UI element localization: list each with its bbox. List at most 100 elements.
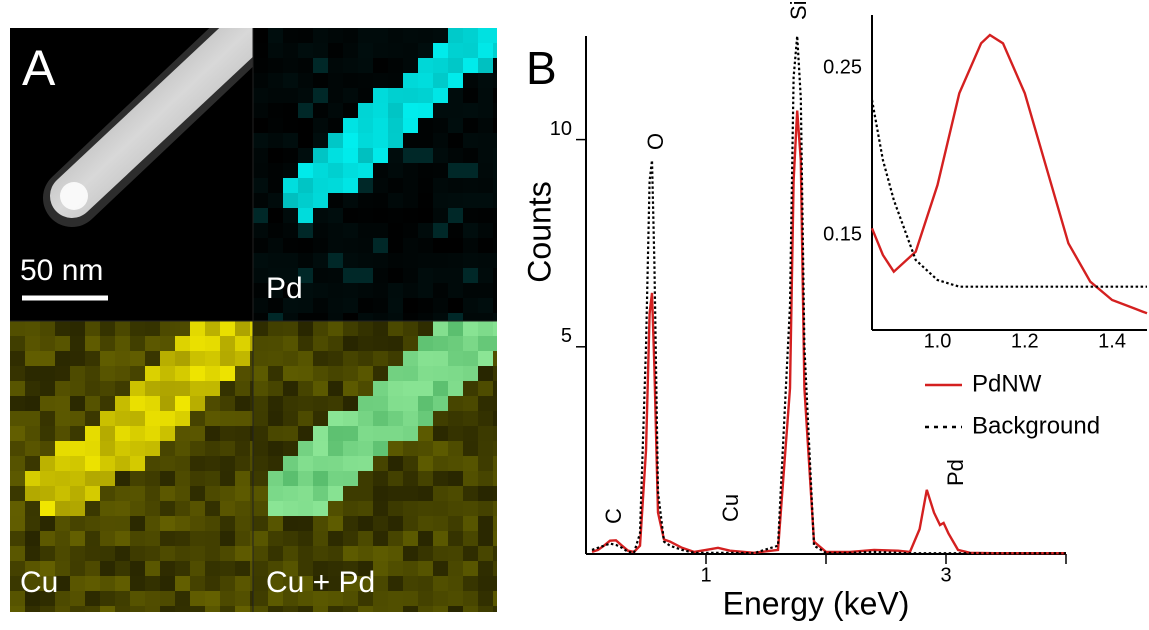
pixel bbox=[493, 381, 497, 397]
pixel bbox=[25, 411, 41, 427]
pixel bbox=[448, 426, 464, 442]
pixel bbox=[373, 366, 389, 382]
pixel bbox=[250, 456, 253, 472]
pixel bbox=[175, 561, 191, 577]
pixel bbox=[463, 253, 479, 269]
pixel bbox=[268, 321, 284, 337]
pixel bbox=[478, 298, 494, 314]
pixel bbox=[343, 366, 359, 382]
pixel bbox=[55, 516, 71, 532]
pixel bbox=[358, 396, 374, 412]
pixel bbox=[313, 321, 329, 337]
pixel bbox=[358, 298, 374, 314]
pixel bbox=[343, 531, 359, 547]
pixel bbox=[190, 336, 206, 352]
pixel bbox=[448, 441, 464, 457]
pixel bbox=[463, 336, 479, 352]
pixel bbox=[283, 501, 299, 517]
pixel bbox=[418, 43, 434, 59]
pixel bbox=[328, 351, 344, 367]
pixel bbox=[403, 58, 419, 74]
pixel bbox=[448, 561, 464, 577]
pixel bbox=[283, 133, 299, 149]
pixel bbox=[253, 606, 269, 612]
pixel bbox=[115, 351, 131, 367]
pixel bbox=[268, 516, 284, 532]
pixel bbox=[253, 576, 269, 592]
pixel bbox=[175, 531, 191, 547]
pixel bbox=[463, 351, 479, 367]
pixel bbox=[373, 43, 389, 59]
pixel bbox=[403, 351, 419, 367]
pixel bbox=[10, 606, 26, 612]
pixel bbox=[253, 456, 269, 472]
pixel bbox=[25, 381, 41, 397]
pixel bbox=[433, 426, 449, 442]
pixel bbox=[418, 103, 434, 119]
pixel bbox=[283, 208, 299, 224]
pixel bbox=[85, 486, 101, 502]
pixel bbox=[235, 501, 251, 517]
pixel bbox=[268, 283, 284, 299]
pixel bbox=[313, 501, 329, 517]
pixel bbox=[160, 381, 176, 397]
pixel bbox=[145, 366, 161, 382]
pixel bbox=[55, 576, 71, 592]
pixel bbox=[298, 238, 314, 254]
pixel bbox=[160, 531, 176, 547]
pixel bbox=[463, 103, 479, 119]
pixel bbox=[343, 501, 359, 517]
pixel bbox=[298, 313, 314, 321]
pixel bbox=[283, 313, 299, 321]
pixel bbox=[433, 43, 449, 59]
pixel bbox=[403, 283, 419, 299]
pixel bbox=[250, 366, 253, 382]
pixel bbox=[403, 268, 419, 284]
pixel bbox=[343, 133, 359, 149]
pixel bbox=[433, 411, 449, 427]
pixel bbox=[205, 561, 221, 577]
pixel bbox=[448, 178, 464, 194]
pixel bbox=[283, 253, 299, 269]
pixel bbox=[220, 501, 236, 517]
pixel bbox=[130, 351, 146, 367]
pixel bbox=[190, 501, 206, 517]
pixel bbox=[463, 313, 479, 321]
pixel bbox=[388, 58, 404, 74]
pixel bbox=[268, 238, 284, 254]
pixel bbox=[298, 381, 314, 397]
pixel bbox=[388, 208, 404, 224]
pixel bbox=[40, 396, 56, 412]
pixel bbox=[493, 118, 497, 134]
pixel bbox=[253, 118, 269, 134]
pixel bbox=[175, 441, 191, 457]
pixel bbox=[478, 606, 494, 612]
pixel bbox=[160, 546, 176, 562]
pixel bbox=[418, 88, 434, 104]
pixel bbox=[250, 381, 253, 397]
pixel bbox=[253, 516, 269, 532]
pixel bbox=[145, 456, 161, 472]
pixel bbox=[418, 58, 434, 74]
pixel bbox=[358, 606, 374, 612]
pixel bbox=[343, 283, 359, 299]
pixel bbox=[388, 88, 404, 104]
pixel bbox=[70, 516, 86, 532]
pixel bbox=[448, 283, 464, 299]
pixel bbox=[160, 351, 176, 367]
pixel bbox=[253, 208, 269, 224]
pixel bbox=[388, 223, 404, 239]
pixel bbox=[418, 163, 434, 179]
pixel bbox=[250, 351, 253, 367]
pixel bbox=[313, 253, 329, 269]
pixel bbox=[388, 336, 404, 352]
pixel bbox=[388, 238, 404, 254]
legend-label: PdNW bbox=[972, 370, 1042, 397]
pixel bbox=[343, 426, 359, 442]
pixel bbox=[463, 516, 479, 532]
pixel bbox=[100, 501, 116, 517]
pixel bbox=[403, 516, 419, 532]
pixel bbox=[253, 441, 269, 457]
pixel bbox=[463, 148, 479, 164]
pixel bbox=[298, 591, 314, 607]
